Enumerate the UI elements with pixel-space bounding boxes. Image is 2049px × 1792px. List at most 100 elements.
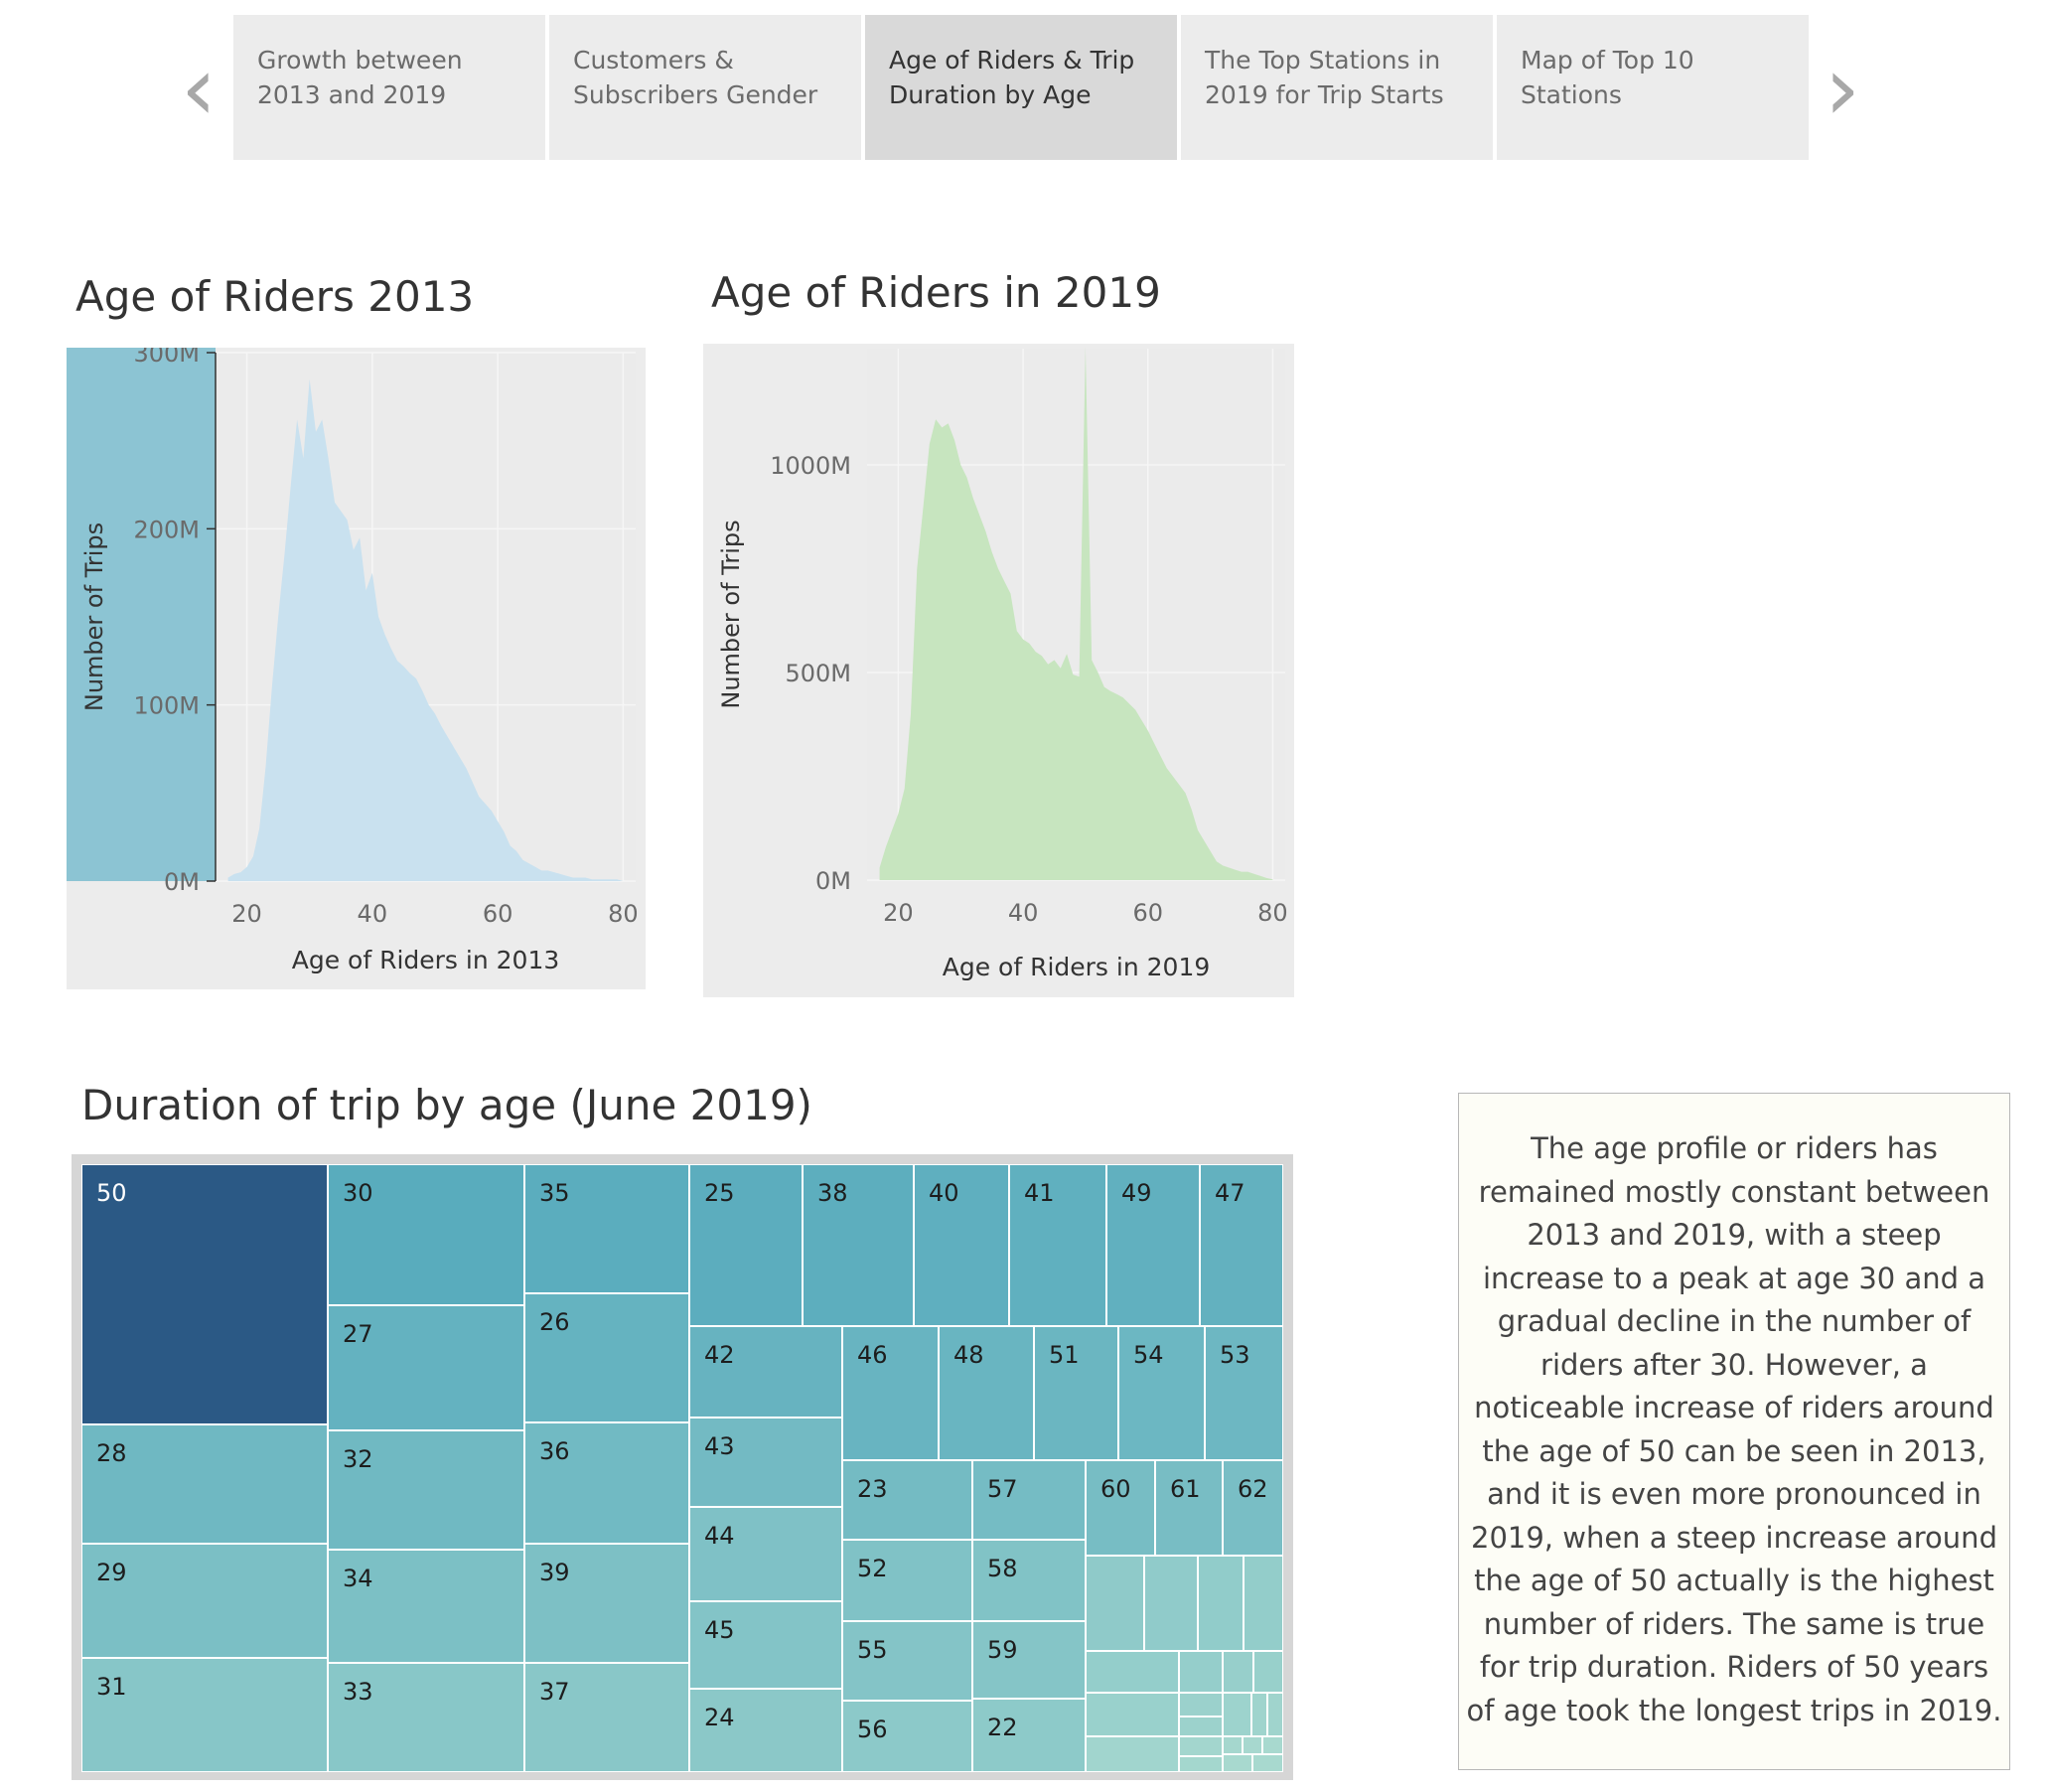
treemap-cell-age-34[interactable]: 34 bbox=[328, 1550, 524, 1663]
treemap-cell-unlabeled[interactable] bbox=[1086, 1651, 1179, 1693]
annotation-line: 2013 and 2019, with a steep bbox=[1527, 1218, 1942, 1252]
x-tick-label: 40 bbox=[1008, 899, 1039, 927]
previous-story-button[interactable]: ‹ bbox=[169, 45, 228, 134]
treemap-cell-age-43[interactable]: 43 bbox=[689, 1418, 842, 1507]
chart-title-2019: Age of Riders in 2019 bbox=[711, 268, 1161, 317]
treemap-cell-unlabeled[interactable] bbox=[1251, 1693, 1267, 1736]
treemap-cell-age-46[interactable]: 46 bbox=[842, 1326, 939, 1460]
treemap-cell-age-53[interactable]: 53 bbox=[1205, 1326, 1283, 1460]
treemap-cell-age-37[interactable]: 37 bbox=[524, 1663, 689, 1772]
treemap-cell-unlabeled[interactable] bbox=[1223, 1693, 1251, 1736]
treemap-cell-unlabeled[interactable] bbox=[1253, 1651, 1283, 1693]
treemap-cell-unlabeled[interactable] bbox=[1262, 1736, 1283, 1754]
treemap-cell-age-62[interactable]: 62 bbox=[1223, 1460, 1283, 1556]
treemap-cell-unlabeled[interactable] bbox=[1179, 1736, 1223, 1756]
x-tick-label: 20 bbox=[883, 899, 914, 927]
y-tick-label: 1000M bbox=[770, 452, 851, 480]
annotation-box: The age profile or riders has remained mo… bbox=[1458, 1093, 2010, 1770]
treemap-cell-unlabeled[interactable] bbox=[1179, 1756, 1223, 1772]
treemap-cell-age-49[interactable]: 49 bbox=[1106, 1164, 1200, 1326]
treemap-cell-unlabeled[interactable] bbox=[1223, 1736, 1243, 1754]
treemap-cell-age-40[interactable]: 40 bbox=[914, 1164, 1009, 1326]
treemap-cell-age-59[interactable]: 59 bbox=[972, 1621, 1086, 1699]
treemap-cell-age-42[interactable]: 42 bbox=[689, 1326, 842, 1418]
age-2019-svg: 0M 500M 1000M 20 40 60 80 Age of Riders in 2019… bbox=[717, 346, 1288, 981]
treemap-cell-age-29[interactable]: 29 bbox=[81, 1544, 328, 1658]
treemap-cell-age-31[interactable]: 31 bbox=[81, 1658, 328, 1772]
treemap-cell-age-47[interactable]: 47 bbox=[1200, 1164, 1283, 1326]
treemap-cell-age-52[interactable]: 52 bbox=[842, 1540, 972, 1621]
x-tick-label: 40 bbox=[358, 900, 388, 928]
age-2019-chart[interactable]: 0M 500M 1000M 20 40 60 80 Age of Riders in 2019… bbox=[703, 344, 1294, 997]
treemap-cell-age-50[interactable]: 50 bbox=[81, 1164, 328, 1424]
chevron-right-icon: › bbox=[1825, 37, 1860, 141]
treemap-cell-unlabeled[interactable] bbox=[1086, 1556, 1144, 1651]
annotation-line: and it is even more pronounced in bbox=[1487, 1477, 1981, 1511]
treemap-cell-unlabeled[interactable] bbox=[1223, 1754, 1252, 1772]
treemap-cell-age-61[interactable]: 61 bbox=[1155, 1460, 1223, 1556]
treemap-cell-unlabeled[interactable] bbox=[1244, 1556, 1283, 1651]
treemap-cell-unlabeled[interactable] bbox=[1086, 1693, 1179, 1736]
annotation-line: number of riders. The same is true bbox=[1483, 1606, 1985, 1641]
next-story-button[interactable]: › bbox=[1813, 45, 1872, 134]
area-series[interactable] bbox=[227, 378, 624, 881]
treemap-cell-age-56[interactable]: 56 bbox=[842, 1701, 972, 1772]
treemap-cell-unlabeled[interactable] bbox=[1179, 1651, 1223, 1693]
y-axis-selected-band[interactable] bbox=[67, 348, 216, 881]
y-tick-label: 500M bbox=[785, 660, 851, 687]
treemap-cell-age-38[interactable]: 38 bbox=[803, 1164, 914, 1326]
treemap-cell-age-58[interactable]: 58 bbox=[972, 1540, 1086, 1621]
annotation-line: for trip duration. Riders of 50 years bbox=[1479, 1650, 1989, 1684]
treemap-cell-unlabeled[interactable] bbox=[1086, 1736, 1179, 1772]
annotation-line: noticeable increase of riders around bbox=[1474, 1391, 1994, 1424]
story-point-gender[interactable]: Customers & Subscribers Gender bbox=[549, 15, 861, 160]
treemap-cell-unlabeled[interactable] bbox=[1223, 1651, 1253, 1693]
treemap-cell-unlabeled[interactable] bbox=[1179, 1693, 1223, 1717]
treemap-cell-age-32[interactable]: 32 bbox=[328, 1430, 524, 1550]
treemap-cell-age-23[interactable]: 23 bbox=[842, 1460, 972, 1540]
treemap-cell-age-30[interactable]: 30 bbox=[328, 1164, 524, 1305]
treemap-cell-age-27[interactable]: 27 bbox=[328, 1305, 524, 1430]
y-tick-label: 200M bbox=[133, 516, 200, 543]
x-tick-label: 60 bbox=[483, 900, 513, 928]
area-series[interactable] bbox=[879, 346, 1273, 880]
treemap-cell-unlabeled[interactable] bbox=[1267, 1693, 1283, 1736]
treemap-cell-age-35[interactable]: 35 bbox=[524, 1164, 689, 1293]
annotation-line: the age of 50 can be seen in 2013, bbox=[1482, 1433, 1986, 1468]
treemap-cell-age-39[interactable]: 39 bbox=[524, 1544, 689, 1663]
treemap-cell-unlabeled[interactable] bbox=[1179, 1717, 1223, 1736]
annotation-line: of age took the longest trips in 2019. bbox=[1466, 1693, 2002, 1727]
y-tick-label: 0M bbox=[815, 867, 851, 895]
treemap-cell-age-36[interactable]: 36 bbox=[524, 1422, 689, 1544]
treemap-cell-age-24[interactable]: 24 bbox=[689, 1689, 842, 1772]
treemap-cell-age-44[interactable]: 44 bbox=[689, 1507, 842, 1601]
treemap-cell-age-55[interactable]: 55 bbox=[842, 1621, 972, 1701]
treemap-cell-age-51[interactable]: 51 bbox=[1034, 1326, 1118, 1460]
story-point-top-stations[interactable]: The Top Stations in 2019 for Trip Starts bbox=[1181, 15, 1493, 160]
treemap-cell-age-26[interactable]: 26 bbox=[524, 1293, 689, 1422]
age-2013-chart[interactable]: 0M 100M 200M 300M 20 40 60 80 Age of Riders in 2… bbox=[67, 340, 646, 989]
treemap-cell-age-33[interactable]: 33 bbox=[328, 1663, 524, 1772]
x-tick-label: 80 bbox=[608, 900, 639, 928]
treemap-cell-age-28[interactable]: 28 bbox=[81, 1424, 328, 1544]
treemap-cell-age-57[interactable]: 57 bbox=[972, 1460, 1086, 1540]
treemap-cell-unlabeled[interactable] bbox=[1198, 1556, 1244, 1651]
treemap-cell-unlabeled[interactable] bbox=[1144, 1556, 1198, 1651]
story-point-map[interactable]: Map of Top 10 Stations bbox=[1497, 15, 1809, 160]
treemap-cell-unlabeled[interactable] bbox=[1243, 1736, 1262, 1754]
treemap-frame: 50 30 35 25 38 40 41 49 47 27 26 42 46 48 51 54 53 28 32 36… bbox=[72, 1154, 1293, 1780]
story-point-growth[interactable]: Growth between 2013 and 2019 bbox=[233, 15, 545, 160]
duration-treemap: 50 30 35 25 38 40 41 49 47 27 26 42 46 48 51 54 53 28 32 36… bbox=[81, 1164, 1283, 1772]
treemap-cell-unlabeled[interactable] bbox=[1252, 1754, 1283, 1772]
treemap-cell-age-48[interactable]: 48 bbox=[939, 1326, 1034, 1460]
chevron-left-icon: ‹ bbox=[181, 37, 217, 141]
story-navigator: Growth between 2013 and 2019 Customers &… bbox=[233, 15, 1809, 160]
treemap-cell-age-41[interactable]: 41 bbox=[1009, 1164, 1106, 1326]
treemap-cell-age-25[interactable]: 25 bbox=[689, 1164, 803, 1326]
treemap-cell-age-45[interactable]: 45 bbox=[689, 1601, 842, 1689]
treemap-cell-age-60[interactable]: 60 bbox=[1086, 1460, 1155, 1556]
treemap-cell-age-22[interactable]: 22 bbox=[972, 1699, 1086, 1772]
story-point-age[interactable]: Age of Riders & Trip Duration by Age bbox=[865, 15, 1177, 160]
annotation-line: the age of 50 actually is the highest bbox=[1474, 1564, 1994, 1597]
treemap-cell-age-54[interactable]: 54 bbox=[1118, 1326, 1205, 1460]
